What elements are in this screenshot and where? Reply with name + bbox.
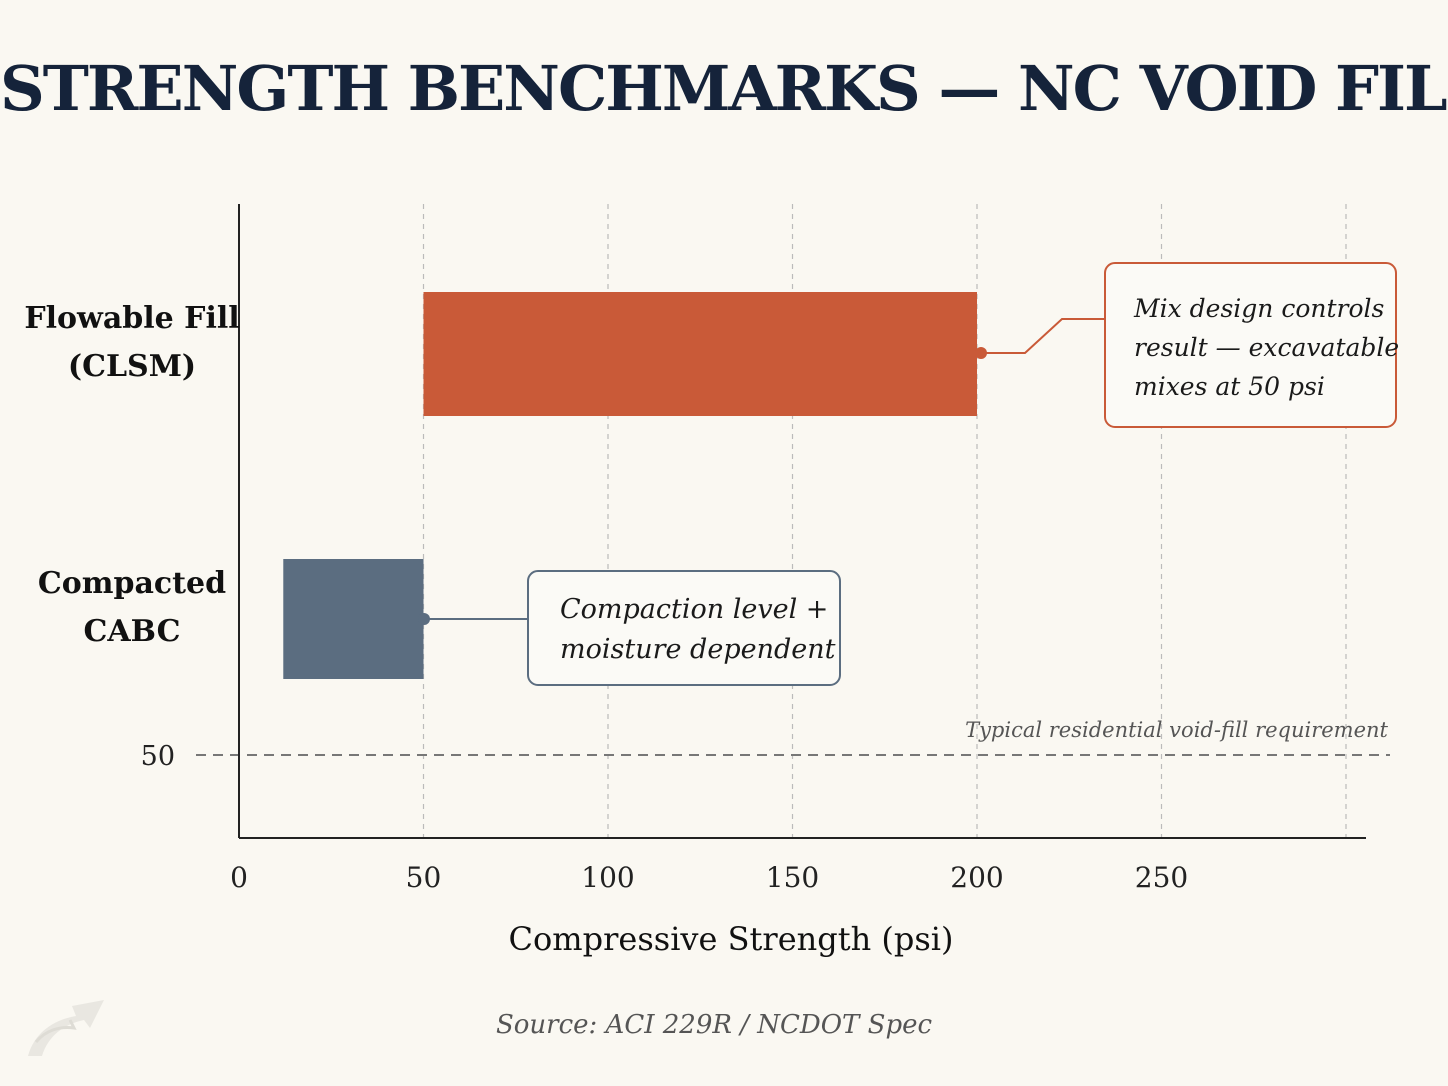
reference-line-label: 50: [141, 741, 175, 772]
annotation-text-line: mixes at 50 psi: [1134, 372, 1325, 401]
x-tick-label: 100: [581, 861, 634, 894]
annotation-dot: [975, 347, 987, 359]
annotation-text: Mix design controls result — excavatable m…: [1133, 294, 1399, 401]
chart-title: STRENGTH BENCHMARKS — NC VOID FILL: [0, 52, 1448, 125]
annotation-text-line: result — excavatable: [1134, 333, 1399, 362]
y-category-label-line: Compacted: [38, 566, 226, 601]
x-axis-label: Compressive Strength (psi): [509, 920, 954, 958]
logo-arrow-icon: [28, 1000, 104, 1056]
reference-line-text: Typical residential void-fill requiremen…: [965, 718, 1388, 742]
source-note: Source: ACI 229R / NCDOT Spec: [495, 1010, 933, 1040]
annotation-text-line: Compaction level +: [560, 594, 828, 625]
annotation-text-line: Mix design controls: [1133, 294, 1384, 323]
x-tick-label: 50: [406, 861, 442, 894]
bar-flowable-fill: [423, 292, 977, 416]
y-category-label-line: CABC: [84, 614, 181, 649]
y-category-label: Compacted CABC: [38, 566, 226, 649]
annotation-box: [1104, 262, 1397, 428]
x-tick-label: 150: [766, 861, 819, 894]
bar-compacted-cabc: [283, 559, 424, 679]
annotation-text-line: moisture dependent: [560, 634, 836, 665]
x-tick-label: 0: [230, 861, 248, 894]
y-category-label-line: (CLSM): [68, 349, 196, 384]
y-category-label-line: Flowable Fill: [24, 301, 239, 336]
annotation-box: [527, 570, 841, 686]
annotation-dot: [418, 613, 430, 625]
annotation-text: Compaction level + moisture dependent: [560, 594, 836, 665]
annotation-connector: [981, 318, 1105, 354]
y-category-label: Flowable Fill (CLSM): [24, 301, 239, 384]
x-tick-label: 200: [950, 861, 1003, 894]
x-tick-label: 250: [1135, 861, 1188, 894]
